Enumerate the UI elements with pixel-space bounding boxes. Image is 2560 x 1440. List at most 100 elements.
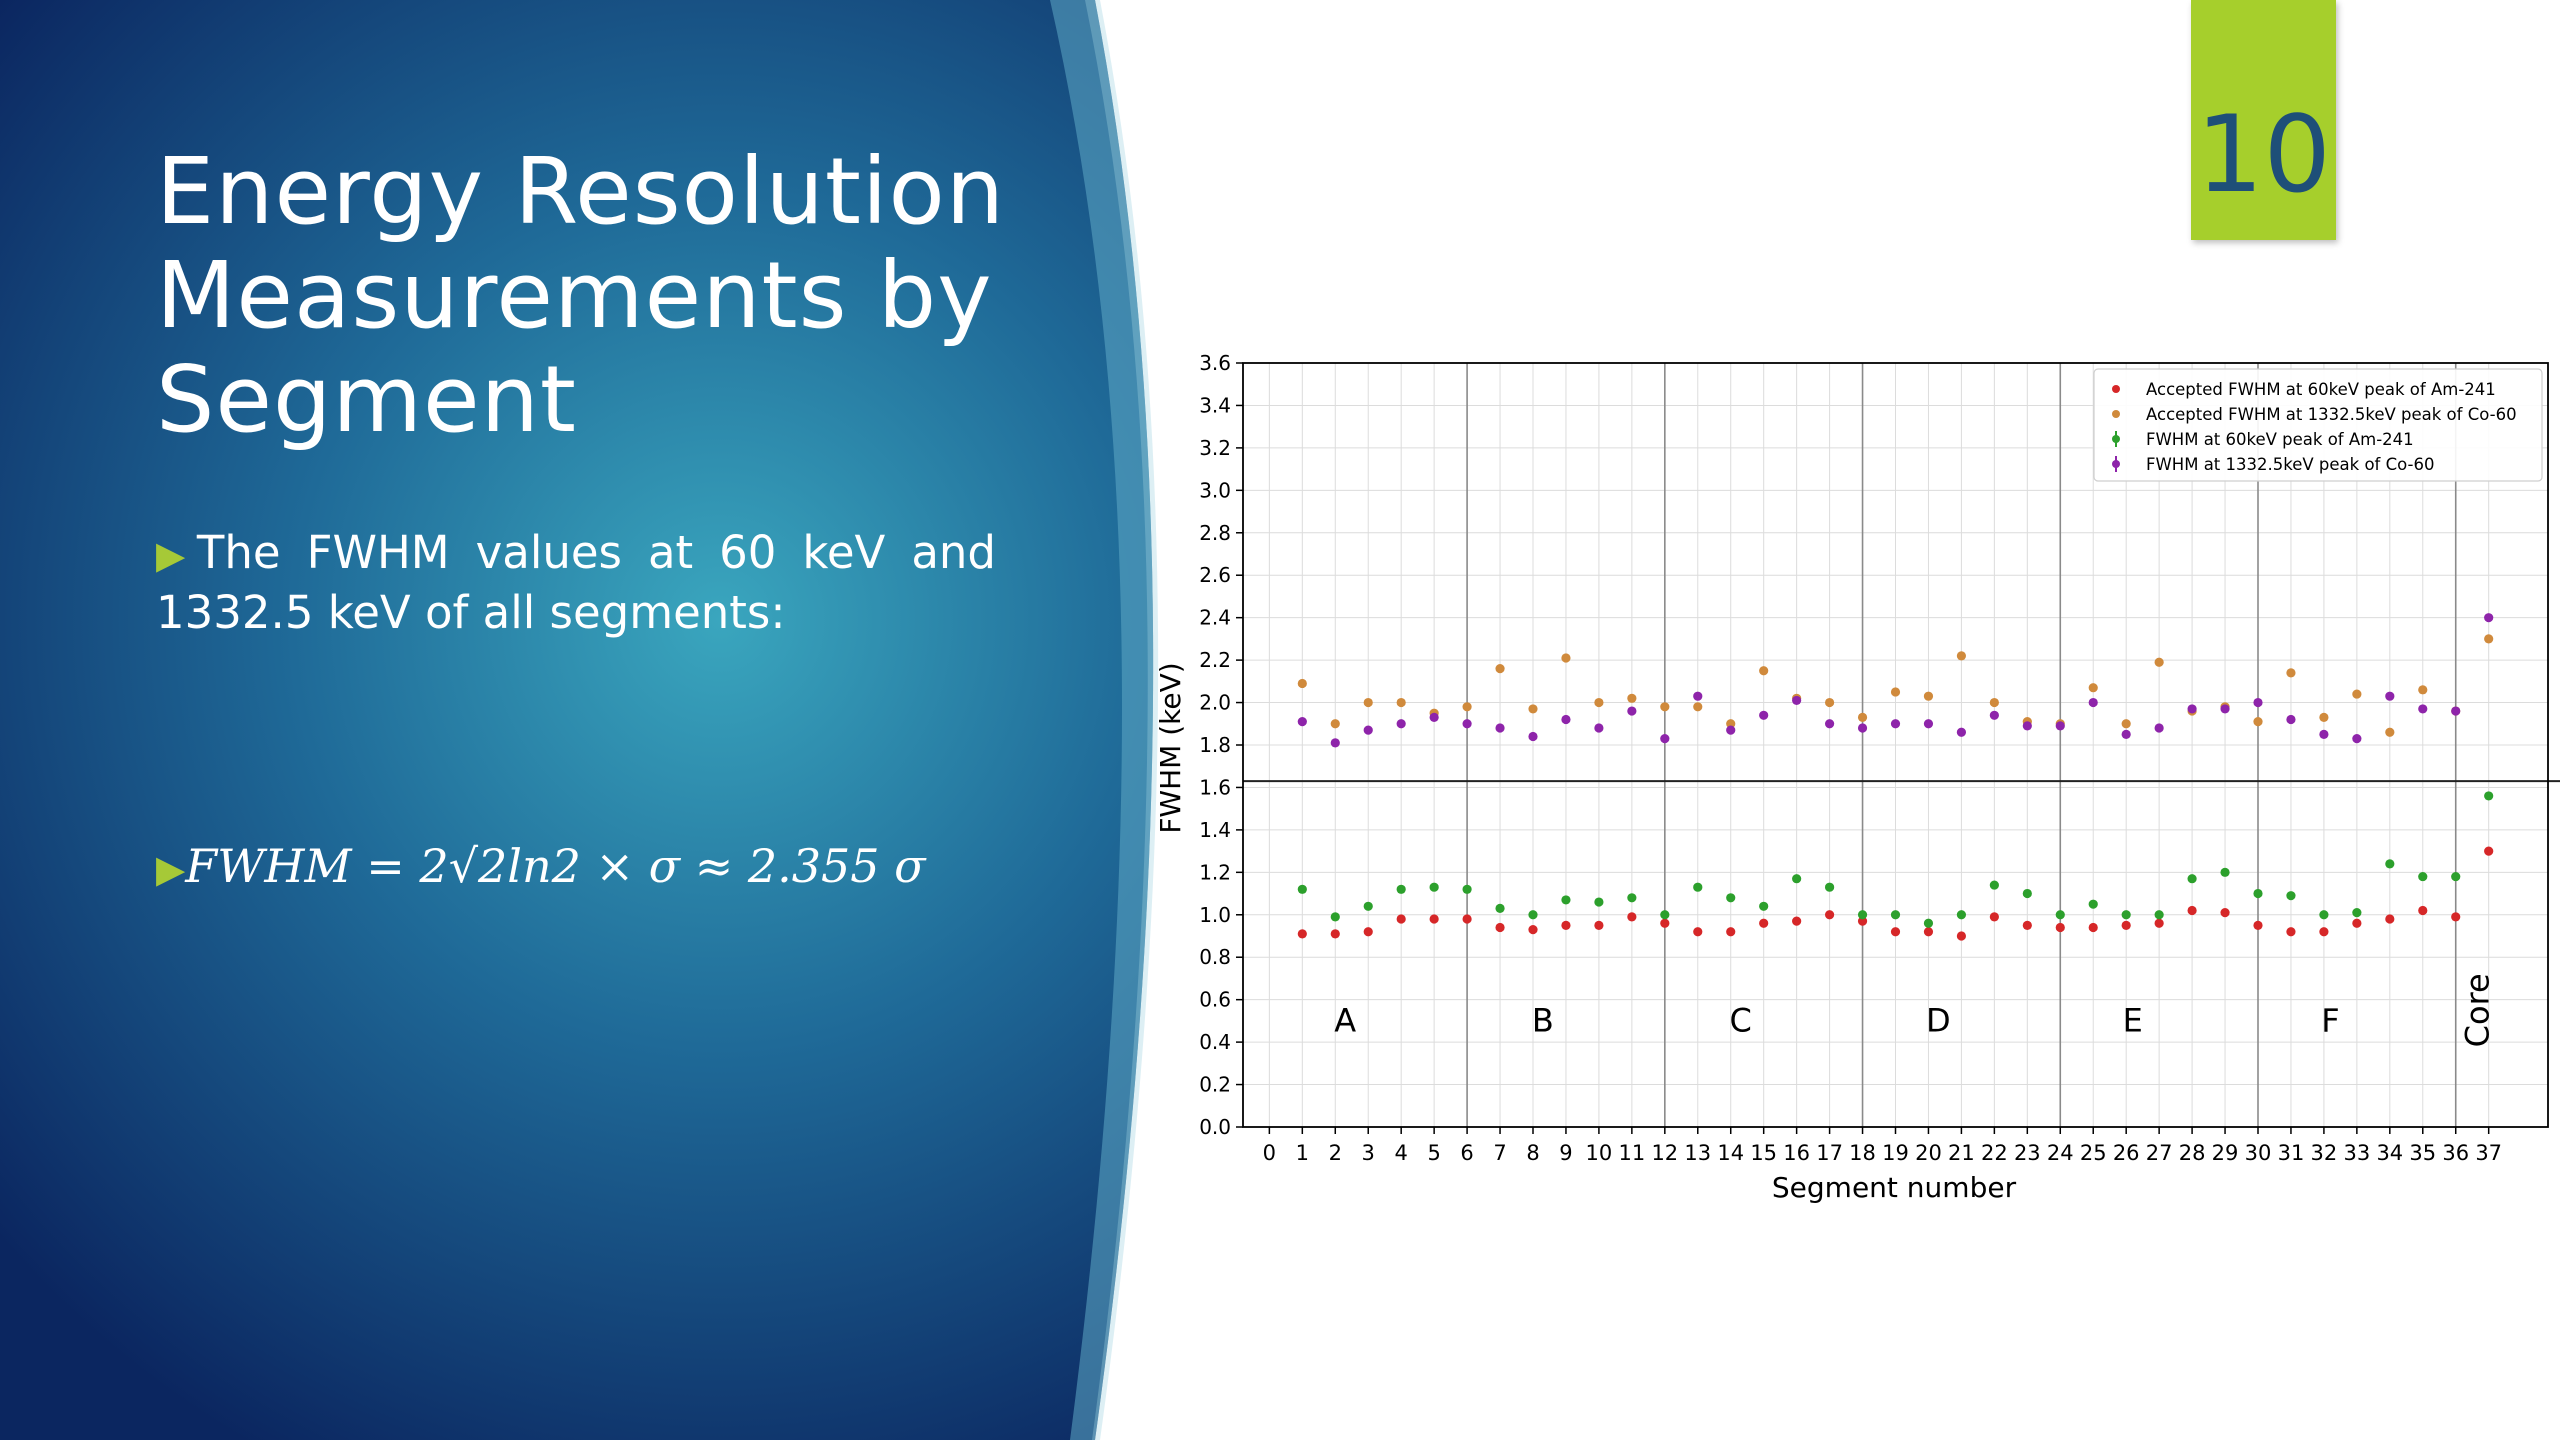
y-tick-label: 0.0	[1199, 1115, 1231, 1139]
y-tick-label: 2.8	[1199, 521, 1231, 545]
data-point-series-3	[1857, 910, 1868, 920]
data-point-series-3	[1726, 893, 1736, 903]
data-point-series-1	[1726, 927, 1736, 937]
legend-label: Accepted FWHM at 1332.5keV peak of Co-60	[2146, 405, 2517, 424]
data-point-series-4	[1693, 691, 1703, 701]
x-tick-label: 32	[2311, 1141, 2338, 1165]
data-point-series-1	[2055, 922, 2065, 933]
data-point-series-3	[2055, 910, 2065, 920]
data-point-series-4	[1528, 731, 1538, 742]
y-axis-label: FWHM (keV)	[1154, 662, 1187, 833]
data-point-series-4	[2154, 723, 2164, 733]
data-point-series-2	[1890, 687, 1901, 697]
data-point-series-3	[2022, 888, 2032, 899]
region-label: A	[1334, 1002, 1356, 1040]
title-line-3: Segment	[156, 346, 577, 453]
x-tick-label: 18	[1849, 1141, 1876, 1165]
data-point-series-4	[2022, 721, 2032, 731]
data-point-series-1	[2385, 914, 2395, 924]
data-point-series-3	[1363, 901, 1373, 911]
data-point-series-1	[2286, 927, 2296, 937]
x-tick-label: 21	[1948, 1141, 1975, 1165]
data-point-series-2	[1363, 697, 1373, 708]
data-point-series-1	[1824, 910, 1835, 920]
y-tick-label: 0.6	[1199, 988, 1231, 1012]
x-tick-label: 3	[1362, 1141, 1375, 1165]
data-point-series-4	[2484, 613, 2494, 623]
data-point-series-3	[1495, 903, 1505, 914]
x-tick-label: 5	[1427, 1141, 1440, 1165]
data-point-series-3	[1594, 897, 1604, 907]
x-tick-label: 6	[1460, 1141, 1473, 1165]
y-tick-label: 0.8	[1199, 945, 1231, 969]
region-label: D	[1926, 1002, 1951, 1040]
x-tick-label: 20	[1915, 1141, 1942, 1165]
x-tick-label: 11	[1618, 1141, 1645, 1165]
data-point-series-1	[1792, 916, 1802, 926]
y-tick-label: 3.6	[1199, 351, 1231, 375]
data-point-series-3	[2484, 791, 2494, 801]
data-point-series-3	[1824, 882, 1835, 892]
x-tick-label: 30	[2245, 1141, 2272, 1165]
data-point-series-4	[1956, 727, 1967, 737]
x-tick-label: 27	[2146, 1141, 2173, 1165]
x-tick-label: 17	[1816, 1141, 1843, 1165]
legend: Accepted FWHM at 60keV peak of Am-241 Acc…	[2093, 368, 2543, 482]
y-tick-label: 2.6	[1199, 563, 1231, 587]
data-point-series-3	[2253, 888, 2263, 899]
data-point-series-3	[1660, 910, 1670, 920]
y-tick-label: 3.0	[1199, 478, 1231, 502]
data-point-series-1	[1923, 927, 1934, 937]
x-tick-label: 26	[2113, 1141, 2140, 1165]
data-point-series-2	[1330, 719, 1340, 729]
data-point-series-2	[1297, 678, 1307, 689]
data-point-series-1	[1627, 912, 1637, 922]
legend-label: FWHM at 1332.5keV peak of Co-60	[2146, 455, 2434, 474]
grid-lines	[1243, 362, 2548, 1128]
axes: 0 1 2 3 4 5 6 7 8 9 10 11 12 13 14 15 16 17 18 19 20 21 22 23 24…	[1199, 351, 2549, 1165]
data-point-series-4	[2286, 714, 2296, 725]
x-tick-label: 4	[1394, 1141, 1407, 1165]
data-point-series-4	[2121, 729, 2131, 739]
data-point-series-4	[1792, 695, 1802, 706]
data-point-series-3	[1693, 882, 1703, 892]
legend-label: Accepted FWHM at 60keV peak of Am-241	[2146, 380, 2496, 399]
data-point-series-4	[1989, 710, 1999, 720]
data-point-series-4	[1396, 719, 1406, 729]
data-point-series-4	[1297, 717, 1307, 727]
region-label: C	[1729, 1002, 1751, 1040]
data-point-series-1	[1429, 914, 1439, 924]
data-point-series-2	[1857, 712, 1868, 723]
x-tick-label: 36	[2442, 1141, 2469, 1165]
data-point-series-1	[2451, 912, 2461, 922]
y-tick-label: 1.8	[1199, 733, 1231, 757]
data-point-series-1	[1462, 914, 1472, 924]
data-point-series-2	[2319, 712, 2329, 723]
data-point-series-3	[2187, 874, 2197, 884]
data-point-series-3	[2220, 867, 2230, 877]
region-label: Core	[2459, 973, 2497, 1047]
data-point-series-2	[2418, 685, 2428, 695]
data-point-series-4	[1627, 706, 1637, 716]
data-point-series-3	[2286, 891, 2296, 901]
bullet-fwhm-description: ▶The FWHM values at 60 keV and 1332.5 ke…	[156, 524, 996, 641]
page-number-badge: 10	[2191, 0, 2336, 240]
data-point-series-1	[2088, 922, 2098, 933]
x-tick-label: 23	[2014, 1141, 2041, 1165]
data-point-series-4	[2088, 697, 2098, 708]
y-tick-label: 0.4	[1199, 1030, 1231, 1054]
data-point-series-4	[1923, 719, 1934, 729]
data-point-series-2	[1528, 704, 1538, 714]
title-line-2: Measurements by	[156, 242, 993, 349]
x-tick-label: 7	[1493, 1141, 1506, 1165]
data-point-series-4	[2451, 706, 2461, 716]
data-point-series-1	[1693, 927, 1703, 937]
x-tick-label: 29	[2212, 1141, 2239, 1165]
data-point-series-1	[2154, 918, 2164, 928]
bullet-2-formula: FWHM = 2√2ln2 × σ ≈ 2.355 σ	[185, 839, 926, 893]
fwhm-scatter-chart: 0 1 2 3 4 5 6 7 8 9 10 11 12 13 14 15 16 17 18 19 20 21 22 23 24…	[1154, 351, 2560, 1204]
data-point-series-3	[1923, 918, 1934, 928]
x-tick-label: 12	[1651, 1141, 1678, 1165]
triangle-right-icon: ▶	[156, 847, 186, 891]
data-point-series-4	[1824, 719, 1835, 729]
